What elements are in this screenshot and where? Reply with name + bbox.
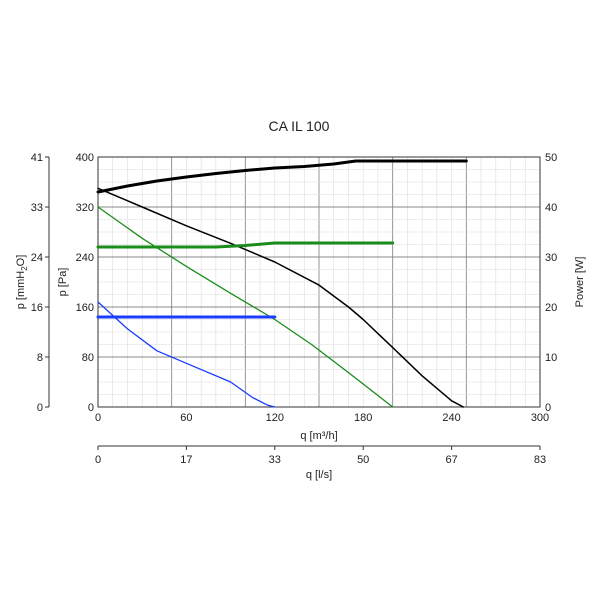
y-outer-tick-label: 41: [31, 152, 43, 164]
x2-tick-label: 0: [95, 454, 101, 466]
series-line-power-3: [96, 159, 468, 194]
y-outer-label-end: O]: [15, 255, 27, 267]
y-outer-tick-label: 0: [37, 402, 43, 414]
y-axis-label: p [Pa]: [57, 268, 69, 297]
series-line-pressure-2: [97, 301, 276, 408]
x-tick-label: 240: [442, 412, 460, 424]
y2-tick-label: 20: [545, 302, 557, 314]
x-tick-label: 0: [95, 412, 101, 424]
y-tick-label: 160: [76, 302, 94, 314]
plot-frame: [97, 156, 541, 408]
x2-tick-label: 17: [180, 454, 192, 466]
y2-tick-label: 0: [545, 402, 551, 414]
y2-tick-label: 10: [545, 352, 557, 364]
y-tick-label: 0: [88, 402, 94, 414]
x-axis-label: q [m³/h]: [300, 430, 337, 442]
y-outer-tick-label: 33: [31, 202, 43, 214]
x2-tick-label: 83: [534, 454, 546, 466]
y-outer-axis-label: p [mmH2O]: [15, 255, 29, 310]
y-tick-label: 80: [82, 352, 94, 364]
y-tick-label: 320: [76, 202, 94, 214]
y-outer-label-main: p [mmH: [15, 271, 27, 310]
y-outer-tick-label: 16: [31, 302, 43, 314]
x-tick-label: 180: [354, 412, 372, 424]
x-tick-label: 60: [180, 412, 192, 424]
y-outer-tick-label: 24: [31, 252, 43, 264]
y-outer-tick-label: 8: [37, 352, 43, 364]
y-tick-label: 400: [76, 152, 94, 164]
axes-layer: [45, 156, 541, 450]
x2-axis-label: q [l/s]: [306, 469, 332, 481]
y2-tick-label: 50: [545, 152, 557, 164]
y-tick-label: 240: [76, 252, 94, 264]
y2-tick-label: 40: [545, 202, 557, 214]
x2-tick-label: 50: [357, 454, 369, 466]
series-line-power-4: [96, 241, 395, 249]
y2-tick-label: 30: [545, 252, 557, 264]
y-outer-label-sub: 2: [20, 266, 29, 271]
x2-tick-label: 33: [269, 454, 281, 466]
grid: [97, 156, 541, 408]
series-layer: [96, 159, 468, 408]
series-line-pressure-0: [97, 187, 465, 408]
series-line-pressure-1: [97, 206, 394, 408]
y2-axis-label: Power [W]: [574, 257, 586, 308]
x-tick-label: 120: [266, 412, 284, 424]
x2-tick-label: 67: [445, 454, 457, 466]
x-tick-label: 300: [531, 412, 549, 424]
chart-title: CA IL 100: [269, 118, 330, 134]
